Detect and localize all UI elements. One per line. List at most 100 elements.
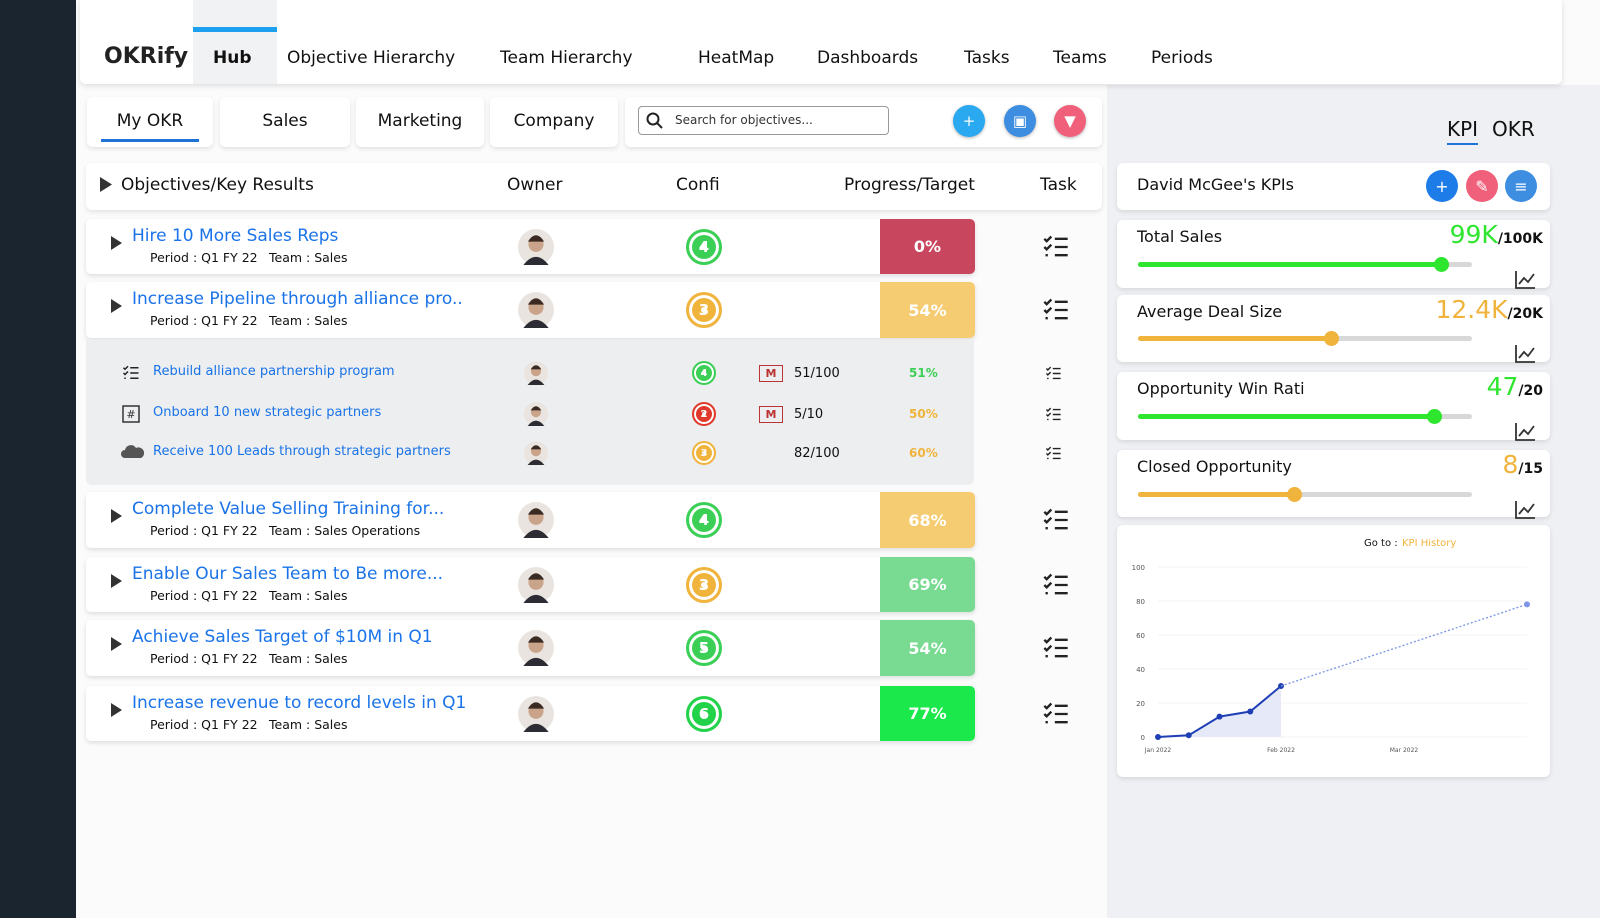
point [1247,708,1254,715]
kpi-card [1117,450,1550,517]
kpi-knob[interactable] [1433,257,1449,272]
column-header: Objectives/Key Results [121,175,314,195]
kpi-value-target: /20K [1507,306,1543,322]
objective-title[interactable]: Enable Our Sales Team to Be more... [132,564,444,584]
kpi-toggle[interactable]: KPI [1447,117,1479,145]
kpi-trend-icon[interactable] [1514,500,1536,524]
kr-task-icon[interactable] [1045,445,1062,466]
task-icon[interactable] [1042,506,1070,538]
kpi-value-target: /20 [1518,383,1543,399]
owner-avatar [524,441,548,469]
point [1155,734,1161,740]
task-icon[interactable] [1042,634,1070,666]
tab[interactable]: Marketing [356,97,484,147]
tab[interactable]: Sales [220,97,350,147]
nav-item[interactable]: Team Hierarchy [500,48,633,68]
kpi-trend-icon[interactable] [1514,344,1536,368]
kr-task-icon[interactable] [1045,365,1062,386]
nav-item[interactable]: HeatMap [698,48,775,68]
expand-arrow[interactable] [99,176,112,197]
column-header: Progress/Target [844,175,975,195]
tab[interactable]: Company [490,97,618,147]
nav-item[interactable]: Teams [1053,48,1107,68]
objective-period: Period : Q1 FY 22 [150,651,258,666]
task-icon[interactable] [1042,296,1070,328]
kpi-value-target: /100K [1497,231,1543,247]
kr-progress: 60% [909,446,938,460]
kr-title[interactable]: Onboard 10 new strategic partners [153,405,382,420]
action-button[interactable]: + [953,105,985,137]
objective-title[interactable]: Increase Pipeline through alliance pro.. [132,289,463,309]
expand-arrow[interactable] [110,702,122,722]
y-tick-label: 100 [1132,564,1145,572]
area [1158,686,1281,737]
action-button[interactable]: ▣ [1004,105,1036,137]
confidence-badge: 2 [692,402,716,426]
kr-progress: 51% [909,366,938,380]
task-icon[interactable] [1042,233,1070,265]
expand-arrow[interactable] [110,573,122,593]
kpi-trend-icon[interactable] [1514,422,1536,446]
kpi-progress [1138,414,1436,419]
expand-arrow[interactable] [110,235,122,255]
svg-text:#: # [126,408,135,421]
action-button[interactable]: ▼ [1054,105,1086,137]
task-icon[interactable] [1042,700,1070,732]
kpi-value-number: 99K [1449,220,1498,249]
expand-arrow[interactable] [110,508,122,528]
objective-title[interactable]: Increase revenue to record levels in Q1 [132,693,467,713]
tab-underline [101,139,199,142]
kr-badge: M [759,365,783,382]
nav-item[interactable]: Tasks [964,48,1010,68]
column-header: Task [1040,175,1077,195]
kr-task-icon[interactable] [1045,406,1062,427]
kpi-value-target: /15 [1518,461,1543,477]
kpi-card [1117,220,1550,288]
task-icon[interactable] [1042,571,1070,603]
owner-avatar [518,630,554,670]
kpi-value-number: 47 [1486,372,1519,401]
objective-title[interactable]: Hire 10 More Sales Reps [132,226,339,246]
kpi-knob[interactable] [1286,487,1302,502]
expand-arrow[interactable] [110,636,122,656]
objective-team: Team : Sales [269,717,348,732]
chart-link[interactable]: KPI History [1402,538,1457,549]
column-header: Owner [507,175,563,195]
sidebar [0,0,76,918]
kpi-action[interactable]: ≡ [1505,170,1537,202]
line [1280,603,1528,687]
objective-period: Period : Q1 FY 22 [150,523,258,538]
kpi-title: David McGee's KPIs [1137,175,1294,194]
tab-label: Marketing [377,111,463,131]
kr-title[interactable]: Rebuild alliance partnership program [153,364,395,379]
tab-label: My OKR [116,111,184,131]
kpi-action[interactable]: + [1426,170,1458,202]
kpi-toggle[interactable]: OKR [1492,117,1535,141]
objective-team: Team : Sales [269,250,348,265]
kpi-value-number: 8 [1502,450,1519,479]
kpi-knob[interactable] [1323,331,1339,346]
search-input[interactable]: Search for objectives... [638,106,889,135]
y-tick-label: 0 [1141,734,1145,742]
objective-title[interactable]: Complete Value Selling Training for... [132,499,445,519]
expand-arrow[interactable] [110,298,122,318]
nav-item[interactable]: Objective Hierarchy [287,48,456,68]
nav-item[interactable]: Dashboards [817,48,919,68]
kpi-card [1117,372,1550,440]
y-tick-label: 40 [1136,666,1145,674]
y-tick-label: 20 [1136,700,1145,708]
kpi-action[interactable]: ✎ [1466,170,1498,202]
kpi-history-chart: 0 20 40 60 80 100 Jan 2022 Feb 2022 Mar 2022 [1132,564,1530,754]
kr-title[interactable]: Receive 100 Leads through strategic part… [153,444,451,459]
kpi-knob[interactable] [1427,409,1443,424]
kpi-progress [1138,492,1295,497]
confidence-badge: 6 [686,695,722,732]
kpi-trend-icon[interactable] [1514,270,1536,294]
confidence-badge: 5 [686,630,722,666]
tab[interactable]: My OKR [87,97,213,147]
objective-title[interactable]: Achieve Sales Target of $10M in Q1 [132,627,433,647]
tab-label: Sales [262,111,308,131]
progress-cell: 0% [880,219,975,274]
nav-item[interactable]: Periods [1151,48,1213,68]
nav-item[interactable]: Hub [213,48,252,68]
